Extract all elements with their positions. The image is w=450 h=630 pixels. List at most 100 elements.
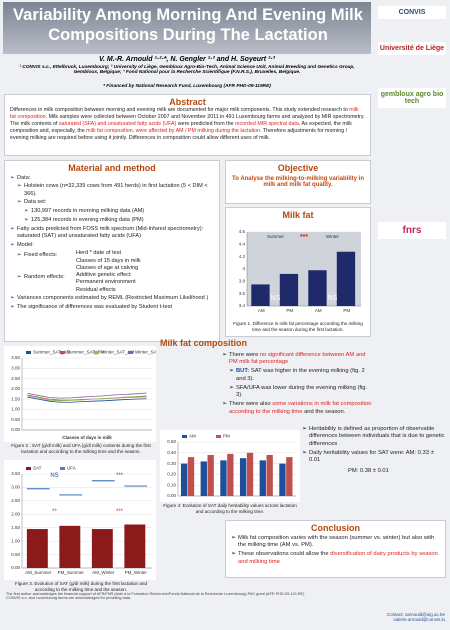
legend-swatch — [94, 351, 99, 354]
annotation: *** — [300, 234, 308, 241]
logo: fnrs — [378, 222, 446, 239]
bullet: 125,384 records in evening milking data … — [24, 217, 214, 225]
bar — [266, 454, 273, 496]
caption: Figure 4: Evolution of SAT daily heritab… — [163, 503, 297, 514]
list-item: Herd * date of test — [76, 250, 122, 257]
x-tick-label: AM_Winter — [92, 570, 115, 575]
legend-label: Summer_SAT_AM — [33, 350, 70, 355]
bar — [207, 454, 214, 496]
group-label: Winter — [326, 234, 340, 239]
text: saturated (SFA) and unsaturated fatty ac… — [58, 120, 177, 127]
contact: Contact: varnould@ulg.ac.be valerie.arnou… — [330, 612, 445, 622]
chart: 3.4 3.6 3.8 4 4.2 4.4 4.6 AM PM AM PM Summer Winter *… — [239, 229, 361, 313]
caption: Figure 1. Difference in milk fat percent… — [233, 321, 363, 332]
legend-label: UFA — [67, 466, 76, 471]
text: . Therefore adjustments for morning / ev… — [10, 127, 348, 141]
text: Differences in milk composition between … — [10, 107, 350, 113]
list-item: Residual effects — [76, 286, 116, 293]
bar — [246, 452, 254, 496]
logo: gembloux agro bio tech — [378, 88, 446, 108]
annotation: ** — [52, 509, 57, 515]
y-tick-label: 3.00 — [11, 365, 20, 370]
bullet: 130,997 records in morning milking data … — [24, 208, 214, 216]
y-tick-label: 2.50 — [11, 376, 20, 381]
chart: 0.00 0.50 1.00 1.50 2.00 2.50 3.00 3.50 AM_Summe… — [4, 460, 156, 580]
chart: 0.00 0.50 1.00 1.50 2.00 2.50 3.00 3.50 Classes … — [4, 346, 156, 442]
text: milk fat composition, were affected by A… — [86, 127, 261, 134]
text: . Milk samples were collected between Oc… — [10, 113, 365, 127]
legend-swatch — [60, 467, 65, 470]
authors: V. M.-R. Arnould ¹·²·*, N. Gengler ²·³ a… — [98, 56, 276, 63]
bar — [251, 284, 270, 306]
methods: Material and method Data: Holstein cows … — [4, 160, 220, 342]
text: some variations in milk fat composition … — [229, 401, 372, 415]
text: The first author acknowledges the financ… — [6, 592, 305, 596]
y-tick-label: 0.00 — [11, 427, 20, 432]
legend-label: PM — [223, 434, 230, 439]
annotation: NS — [271, 295, 281, 302]
bullet: Model: — [10, 242, 214, 250]
legend-label: AM — [189, 434, 196, 439]
y-tick-label: 1.00 — [11, 407, 20, 412]
conclusion: Conclusion Milk fat composition varies w… — [225, 520, 446, 578]
y-tick-label: 3.50 — [11, 355, 20, 360]
y-tick-label: 1.50 — [11, 525, 20, 530]
text: were predicted from the — [176, 120, 235, 127]
y-tick-label: 0.30 — [167, 461, 176, 466]
bullet: Random effects: — [17, 274, 76, 293]
bar — [124, 524, 146, 568]
y-tick-label: 3.50 — [11, 471, 20, 476]
x-tick-label: AM_Summer — [25, 570, 52, 575]
but: BUT: — [236, 368, 250, 375]
group-label: Summer — [267, 234, 285, 239]
legend-label: SAT — [33, 466, 42, 471]
x-tick-label: PM_Summer — [58, 570, 85, 575]
bar — [26, 529, 48, 568]
y-tick-label: 4.4 — [239, 242, 246, 247]
legend-label: Summer_SAT_PM — [67, 350, 104, 355]
heading: Conclusion — [311, 523, 360, 533]
bar — [259, 460, 266, 496]
bar — [336, 251, 356, 306]
bullet: There were also some variations in milk … — [222, 401, 372, 416]
bar — [220, 460, 227, 496]
bullet: There were no significant difference bet… — [222, 352, 372, 367]
text: no significant difference between AM and… — [229, 351, 366, 366]
x-tick-label: AM — [315, 308, 322, 313]
footer: The first author acknowledges the financ… — [6, 592, 306, 600]
text: and the season. — [302, 408, 346, 415]
bullet: BUT: SAT was higher in the evening milki… — [229, 368, 372, 383]
y-tick-label: 4.2 — [239, 254, 246, 259]
text: valerie.arnould@convis.lu — [393, 617, 445, 622]
chart: 0.00 0.10 0.20 0.30 0.40 0.50 AM PM — [160, 430, 300, 502]
abstract-text: Differences in milk composition between … — [10, 107, 365, 141]
bullet: Fixed effects: — [17, 252, 76, 271]
heading: Material and method — [68, 163, 156, 173]
bullet: Data set: — [17, 199, 214, 207]
annotation: NS — [50, 473, 58, 479]
heading: Milk fat composition — [160, 338, 248, 348]
list-item: Classes of age at calving — [76, 264, 139, 271]
text: PM: 0.38 ± 0.01 — [348, 467, 389, 474]
text: SAT was higher in the evening milking (f… — [236, 368, 365, 382]
caption: Figure 3. Evolution of SAT (g/dl milk) d… — [14, 581, 148, 592]
heading: Milk fat — [282, 210, 314, 220]
y-tick-label: 3.4 — [239, 303, 246, 308]
y-tick-label: 0.50 — [11, 417, 20, 422]
heritability: Heritability is defined as proportion of… — [302, 424, 446, 475]
bullet: Data: — [10, 175, 214, 183]
objective-text: To Analyse the milking-to-milking variab… — [231, 176, 365, 188]
legend-swatch — [128, 351, 133, 354]
text: CONVIS s.c. and Luxembourg farms are ack… — [6, 596, 131, 600]
bullet: Milk fat composition varies with the sea… — [231, 535, 440, 550]
logo: CONVIS — [378, 6, 446, 19]
heading: Abstract — [169, 97, 206, 107]
list-item: Permanent environment — [76, 279, 136, 286]
text: These observations could allow the — [238, 551, 331, 558]
bar — [187, 457, 195, 496]
y-tick-label: 2.50 — [11, 498, 20, 503]
bullet: Heritability is defined as proportion of… — [302, 426, 446, 449]
objective: Objective To Analyse the milking-to-milk… — [225, 160, 371, 204]
y-tick-label: 3.6 — [239, 291, 246, 296]
